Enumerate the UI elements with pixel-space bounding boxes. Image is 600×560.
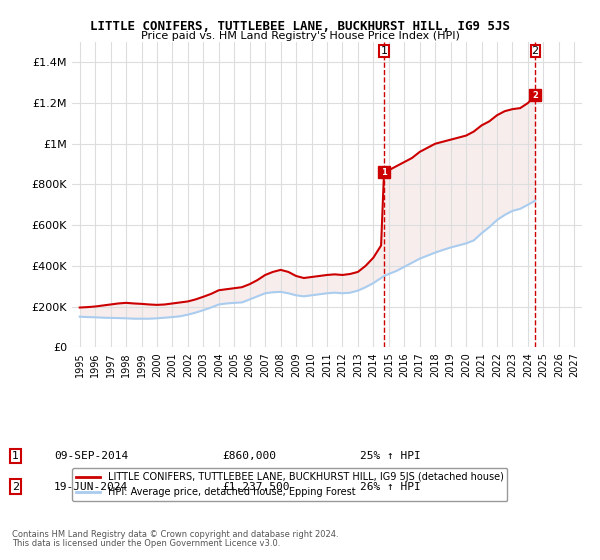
Text: LITTLE CONIFERS, TUTTLEBEE LANE, BUCKHURST HILL, IG9 5JS: LITTLE CONIFERS, TUTTLEBEE LANE, BUCKHUR…	[90, 20, 510, 32]
Text: This data is licensed under the Open Government Licence v3.0.: This data is licensed under the Open Gov…	[12, 539, 280, 548]
Text: 26% ↑ HPI: 26% ↑ HPI	[360, 482, 421, 492]
Text: Contains HM Land Registry data © Crown copyright and database right 2024.: Contains HM Land Registry data © Crown c…	[12, 530, 338, 539]
Text: 25% ↑ HPI: 25% ↑ HPI	[360, 451, 421, 461]
Text: 1: 1	[381, 167, 387, 177]
Text: £860,000: £860,000	[222, 451, 276, 461]
Text: £1,237,500: £1,237,500	[222, 482, 290, 492]
FancyBboxPatch shape	[530, 45, 540, 57]
Text: 1: 1	[380, 46, 388, 56]
Text: 2: 2	[532, 46, 539, 56]
Text: 09-SEP-2014: 09-SEP-2014	[54, 451, 128, 461]
Text: 2: 2	[12, 482, 19, 492]
Text: 19-JUN-2024: 19-JUN-2024	[54, 482, 128, 492]
Text: 1: 1	[12, 451, 19, 461]
Text: 2: 2	[532, 91, 538, 100]
FancyBboxPatch shape	[379, 45, 389, 57]
Legend: LITTLE CONIFERS, TUTTLEBEE LANE, BUCKHURST HILL, IG9 5JS (detached house), HPI: : LITTLE CONIFERS, TUTTLEBEE LANE, BUCKHUR…	[72, 468, 508, 501]
Text: Price paid vs. HM Land Registry's House Price Index (HPI): Price paid vs. HM Land Registry's House …	[140, 31, 460, 41]
